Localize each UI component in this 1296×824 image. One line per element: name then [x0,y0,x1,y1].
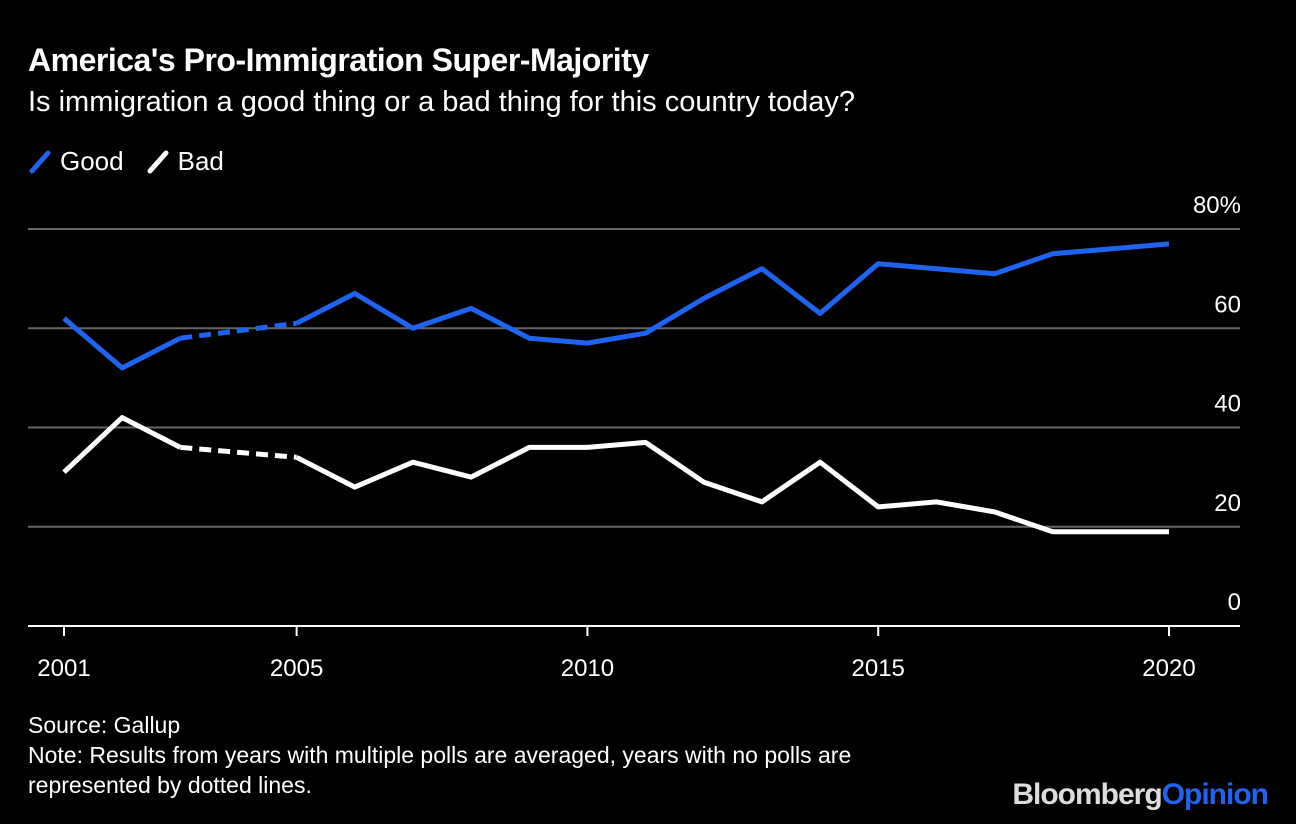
y-tick-label: 40 [1214,391,1241,418]
y-tick-label: 0 [1228,589,1241,616]
legend-swatch-good [29,150,51,173]
x-tick-label: 2010 [561,655,614,682]
series-lines [62,241,1170,535]
legend: Good Bad [28,146,246,177]
source-text: Source: Gallup [28,712,181,738]
y-axis-ticks: 0 20 40 60 80% [1193,192,1241,616]
note-line-1: Note: Results from years with multiple p… [28,742,852,768]
y-tick-label: 80% [1193,192,1241,219]
brand-part-2: Opinion [1161,778,1269,811]
series-line-bad-dotted [180,444,297,460]
legend-label-bad: Bad [177,146,224,176]
brand-part-1: Bloomberg [1012,778,1162,811]
y-tick-label: 20 [1214,490,1241,517]
legend-item-bad: Bad [146,146,224,177]
x-tick-label: 2015 [852,655,905,682]
source-notes: Source: Gallup Note: Results from years … [28,710,851,800]
chart-title: America's Pro-Immigration Super-Majority [28,42,649,78]
chart-subtitle: Is immigration a good thing or a bad thi… [28,86,855,118]
x-axis-ticks: 2001 2005 2010 2015 2020 [37,626,1196,682]
note-line-2: represented by dotted lines. [28,772,312,798]
x-tick-label: 2020 [1142,655,1195,682]
legend-item-good: Good [28,146,124,177]
series-line-good-dotted [179,320,297,341]
gridlines [28,228,1240,627]
brand-logo: BloombergOpinion [1012,778,1269,812]
legend-swatch-bad [147,150,169,173]
x-tick-label: 2001 [37,655,90,682]
series-line-good-solid-end [295,241,1170,346]
series-line-bad-solid-start [62,415,182,475]
series-line-bad-solid-end [295,439,1169,535]
line-chart: 0 20 40 60 80% 2001 2005 2010 2015 2020 [28,192,1241,682]
y-tick-label: 60 [1214,291,1241,318]
series-line-good-solid-start [62,316,182,371]
x-tick-label: 2005 [270,655,323,682]
legend-label-good: Good [60,146,124,176]
